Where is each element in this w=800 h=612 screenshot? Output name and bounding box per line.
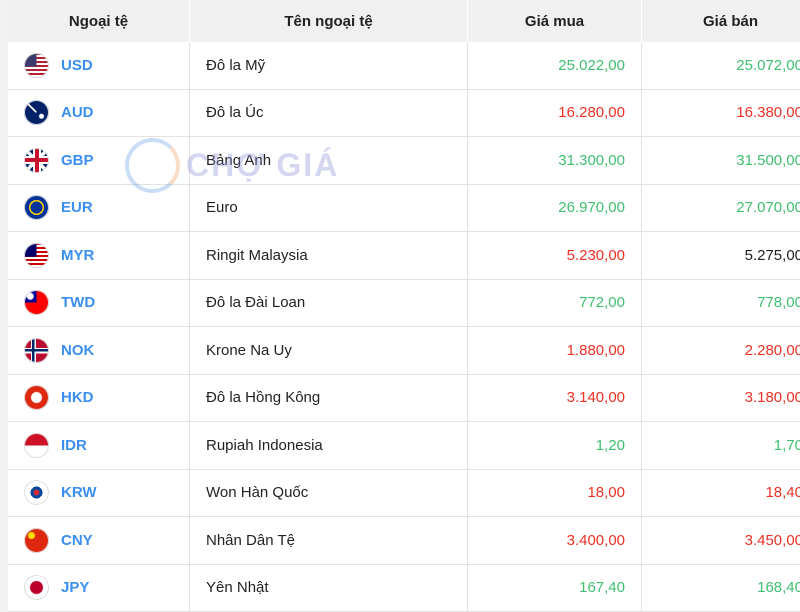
currency-name: Rupiah Indonesia bbox=[190, 422, 468, 470]
buy-price: 26.970,00 bbox=[468, 184, 642, 232]
table-row: USD Đô la Mỹ 25.022,00 25.072,00 bbox=[8, 42, 800, 89]
buy-price: 1.880,00 bbox=[468, 327, 642, 375]
tw-flag-icon bbox=[24, 290, 49, 315]
currency-name: Nhân Dân Tệ bbox=[190, 517, 468, 565]
currency-code-cell: NOK bbox=[8, 327, 190, 375]
au-flag-icon bbox=[24, 100, 49, 125]
sell-price: 3.450,00 bbox=[642, 517, 800, 565]
currency-name: Euro bbox=[190, 184, 468, 232]
sell-price: 3.180,00 bbox=[642, 374, 800, 422]
table-row: EUR Euro 26.970,00 27.070,00 bbox=[8, 184, 800, 232]
kr-flag-icon bbox=[24, 480, 49, 505]
currency-name: Đô la Mỹ bbox=[190, 42, 468, 89]
currency-code-link[interactable]: HKD bbox=[61, 389, 94, 406]
sell-price: 16.380,00 bbox=[642, 89, 800, 137]
currency-code-cell: IDR bbox=[8, 422, 190, 470]
currency-name: Đô la Đài Loan bbox=[190, 279, 468, 327]
currency-code-link[interactable]: TWD bbox=[61, 294, 95, 311]
buy-price: 25.022,00 bbox=[468, 42, 642, 89]
buy-price: 18,00 bbox=[468, 469, 642, 517]
buy-price: 772,00 bbox=[468, 279, 642, 327]
currency-code-cell: GBP bbox=[8, 137, 190, 185]
currency-code-cell: KRW bbox=[8, 469, 190, 517]
table-row: TWD Đô la Đài Loan 772,00 778,00 bbox=[8, 279, 800, 327]
currency-code-cell: MYR bbox=[8, 232, 190, 280]
buy-price: 167,40 bbox=[468, 564, 642, 612]
table-header: Ngoại tệ Tên ngoại tệ Giá mua Giá bán bbox=[8, 0, 800, 42]
table-row: NOK Krone Na Uy 1.880,00 2.280,00 bbox=[8, 327, 800, 375]
buy-price: 16.280,00 bbox=[468, 89, 642, 137]
currency-code-link[interactable]: IDR bbox=[61, 437, 87, 454]
gb-flag-icon bbox=[24, 148, 49, 173]
currency-code-cell: CNY bbox=[8, 517, 190, 565]
currency-code-cell: EUR bbox=[8, 184, 190, 232]
currency-name: Krone Na Uy bbox=[190, 327, 468, 375]
buy-price: 3.140,00 bbox=[468, 374, 642, 422]
table-row: GBP Bảng Anh 31.300,00 31.500,00 bbox=[8, 137, 800, 185]
header-currency-name[interactable]: Tên ngoại tệ bbox=[190, 0, 468, 42]
currency-code-link[interactable]: KRW bbox=[61, 484, 97, 501]
eu-flag-icon bbox=[24, 195, 49, 220]
table-row: HKD Đô la Hồng Kông 3.140,00 3.180,00 bbox=[8, 374, 800, 422]
exchange-rate-table: Ngoại tệ Tên ngoại tệ Giá mua Giá bán US… bbox=[8, 0, 800, 612]
currency-code-link[interactable]: EUR bbox=[61, 199, 93, 216]
jp-flag-icon bbox=[24, 575, 49, 600]
table-row: CNY Nhân Dân Tệ 3.400,00 3.450,00 bbox=[8, 517, 800, 565]
currency-code-link[interactable]: AUD bbox=[61, 104, 94, 121]
sell-price: 25.072,00 bbox=[642, 42, 800, 89]
sell-price: 2.280,00 bbox=[642, 327, 800, 375]
header-currency[interactable]: Ngoại tệ bbox=[8, 0, 190, 42]
cn-flag-icon bbox=[24, 528, 49, 553]
sell-price: 1,70 bbox=[642, 422, 800, 470]
currency-code-link[interactable]: JPY bbox=[61, 579, 89, 596]
currency-name: Đô la Hồng Kông bbox=[190, 374, 468, 422]
currency-name: Won Hàn Quốc bbox=[190, 469, 468, 517]
header-buy-price[interactable]: Giá mua bbox=[468, 0, 642, 42]
table-row: MYR Ringit Malaysia 5.230,00 5.275,00 bbox=[8, 232, 800, 280]
buy-price: 5.230,00 bbox=[468, 232, 642, 280]
sell-price: 27.070,00 bbox=[642, 184, 800, 232]
currency-code-cell: HKD bbox=[8, 374, 190, 422]
sell-price: 18,40 bbox=[642, 469, 800, 517]
currency-code-link[interactable]: MYR bbox=[61, 247, 94, 264]
table-row: IDR Rupiah Indonesia 1,20 1,70 bbox=[8, 422, 800, 470]
currency-code-link[interactable]: GBP bbox=[61, 152, 94, 169]
header-sell-price[interactable]: Giá bán bbox=[642, 0, 800, 42]
table-row: JPY Yên Nhật 167,40 168,40 bbox=[8, 564, 800, 612]
currency-name: Yên Nhật bbox=[190, 564, 468, 612]
my-flag-icon bbox=[24, 243, 49, 268]
no-flag-icon bbox=[24, 338, 49, 363]
currency-name: Đô la Úc bbox=[190, 89, 468, 137]
sell-price: 778,00 bbox=[642, 279, 800, 327]
sell-price: 31.500,00 bbox=[642, 137, 800, 185]
currency-code-cell: TWD bbox=[8, 279, 190, 327]
currency-code-link[interactable]: USD bbox=[61, 57, 93, 74]
currency-code-link[interactable]: NOK bbox=[61, 342, 94, 359]
table-row: AUD Đô la Úc 16.280,00 16.380,00 bbox=[8, 89, 800, 137]
hk-flag-icon bbox=[24, 385, 49, 410]
buy-price: 31.300,00 bbox=[468, 137, 642, 185]
currency-code-cell: JPY bbox=[8, 564, 190, 612]
table-row: KRW Won Hàn Quốc 18,00 18,40 bbox=[8, 469, 800, 517]
us-flag-icon bbox=[24, 53, 49, 78]
currency-code-cell: AUD bbox=[8, 89, 190, 137]
currency-code-cell: USD bbox=[8, 42, 190, 89]
buy-price: 3.400,00 bbox=[468, 517, 642, 565]
id-flag-icon bbox=[24, 433, 49, 458]
sell-price: 5.275,00 bbox=[642, 232, 800, 280]
sell-price: 168,40 bbox=[642, 564, 800, 612]
currency-name: Bảng Anh bbox=[190, 137, 468, 185]
buy-price: 1,20 bbox=[468, 422, 642, 470]
currency-name: Ringit Malaysia bbox=[190, 232, 468, 280]
currency-code-link[interactable]: CNY bbox=[61, 532, 93, 549]
